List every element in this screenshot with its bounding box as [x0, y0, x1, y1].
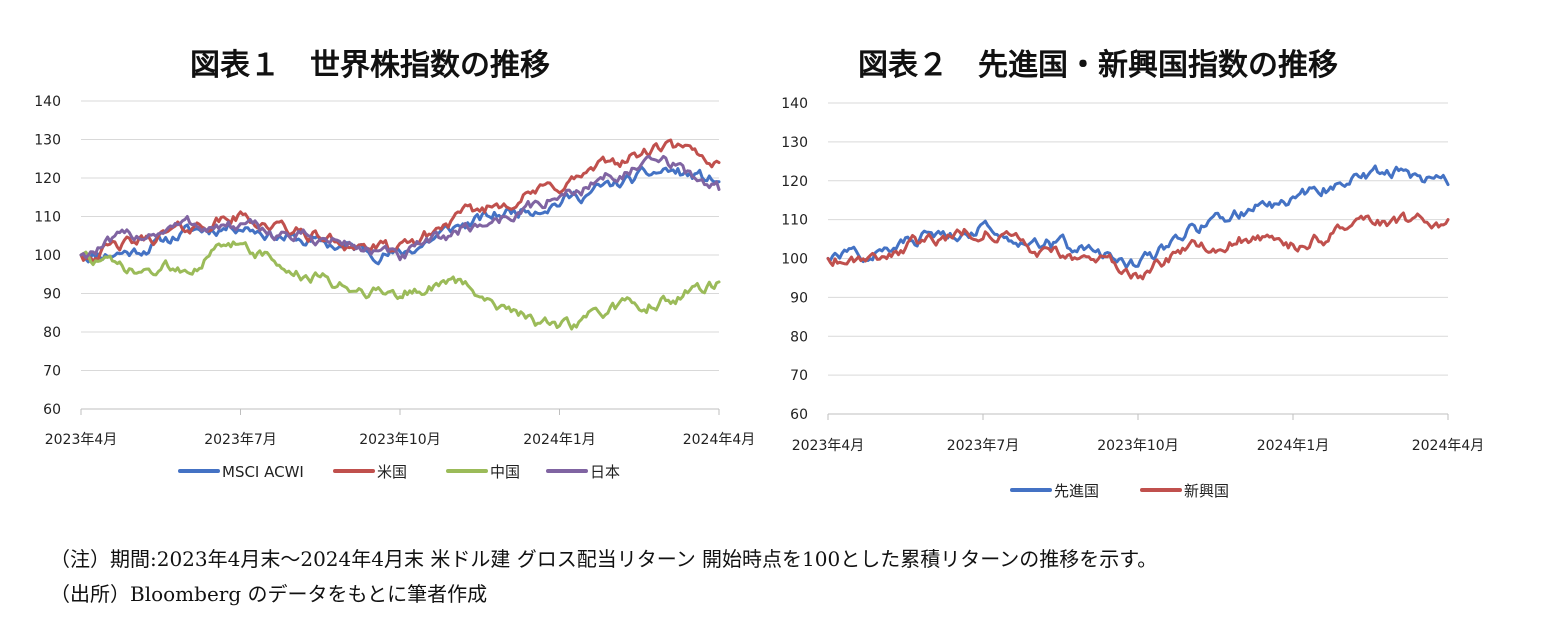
series-line	[826, 164, 1450, 269]
y-tick-label: 80	[790, 329, 808, 345]
x-tick-label: 2023年10月	[1097, 438, 1178, 454]
y-tick-label: 100	[34, 248, 61, 264]
y-tick-label: 90	[790, 290, 808, 306]
x-tick-label: 2023年10月	[359, 432, 440, 448]
series-line	[79, 240, 721, 331]
note-source: （出所）Bloomberg のデータをもとに筆者作成	[50, 582, 488, 606]
y-tick-label: 90	[43, 287, 61, 303]
y-tick-label: 70	[43, 364, 61, 380]
legend-label: 先進国	[1054, 482, 1099, 500]
y-tick-label: 130	[34, 133, 61, 149]
y-tick-label: 130	[781, 135, 808, 151]
note-period: （注）期間:2023年4月末～2024年4月末 米ドル建 グロス配当リターン 開…	[50, 547, 1158, 571]
y-tick-label: 80	[43, 325, 61, 341]
y-tick-label: 60	[43, 402, 61, 418]
legend-label: 米国	[377, 463, 407, 481]
y-tick-label: 100	[781, 252, 808, 268]
y-tick-label: 110	[781, 213, 808, 229]
y-tick-label: 140	[34, 94, 61, 110]
chart1-title: 図表１ 世界株指数の推移	[190, 48, 550, 83]
series-line	[79, 138, 721, 263]
x-tick-label: 2023年7月	[947, 438, 1020, 454]
y-tick-label: 110	[34, 210, 61, 226]
series-line	[826, 211, 1450, 281]
developed-emerging-chart: 60 70 80 90 100 110 120 130 140 2023年4月 2023年7月 202…	[781, 96, 1485, 500]
chart2-title: 図表２ 先進国・新興国指数の推移	[858, 48, 1338, 83]
y-tick-label: 70	[790, 368, 808, 384]
y-tick-label: 120	[781, 174, 808, 190]
x-tick-label: 2023年4月	[792, 438, 865, 454]
series-line	[79, 165, 721, 266]
legend-label: 新興国	[1184, 482, 1229, 500]
y-tick-label: 60	[790, 407, 808, 423]
legend-label: 中国	[490, 463, 520, 481]
x-tick-label: 2023年7月	[204, 432, 277, 448]
x-tick-label: 2024年4月	[683, 432, 756, 448]
x-tick-label: 2024年4月	[1412, 438, 1485, 454]
y-tick-label: 140	[781, 96, 808, 112]
series-line	[79, 154, 721, 262]
x-tick-label: 2024年1月	[523, 432, 596, 448]
legend-label: 日本	[590, 463, 620, 481]
x-tick-label: 2023年4月	[45, 432, 118, 448]
world-index-chart: 60 70 80 90 100 110 120 130 140 2023年4月 2023年7月 202…	[34, 94, 756, 481]
y-tick-label: 120	[34, 171, 61, 187]
legend-label: MSCI ACWI	[222, 463, 304, 481]
x-tick-label: 2024年1月	[1257, 438, 1330, 454]
